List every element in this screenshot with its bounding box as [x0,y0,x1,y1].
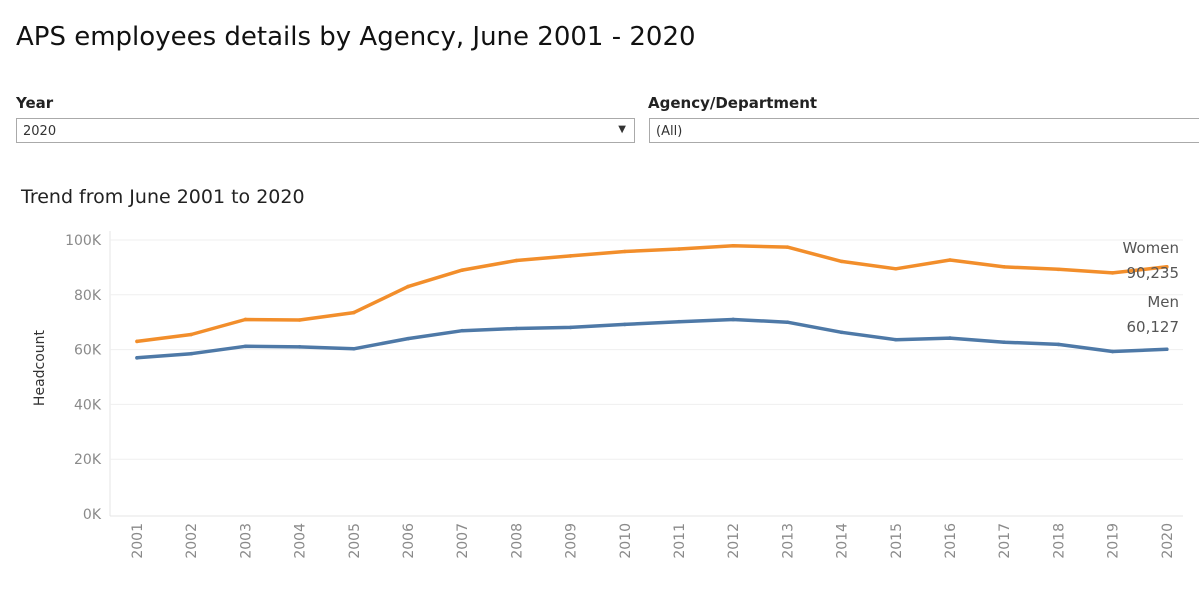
data-point-men [352,346,356,351]
x-tick-label: 2015 [889,523,905,559]
year-filter-label: Year [16,94,54,112]
data-point-women [1056,267,1061,272]
data-point-women [839,259,844,264]
agency-select[interactable]: (All) [649,118,1199,143]
data-point-men [1056,342,1061,347]
agency-select-value: (All) [656,124,683,139]
data-point-men [1110,349,1115,354]
x-tick-label: 2008 [509,523,525,559]
data-label-women: 90,235 [1127,264,1180,282]
data-point-men [568,325,573,330]
year-select-value: 2020 [23,124,57,139]
x-tick-label: 2002 [184,523,200,559]
data-point-women [623,249,627,254]
x-tick-label: 2001 [130,523,146,559]
year-select[interactable]: 2020 ▼ [16,118,635,143]
data-point-women [243,317,248,322]
data-point-men [731,317,735,322]
data-point-men [623,322,627,327]
data-point-women [894,266,898,271]
data-point-women [1110,271,1115,275]
agency-filter-label: Agency/Department [648,94,818,112]
y-tick-label: 40K [74,397,102,413]
x-tick-label: 2007 [455,523,471,559]
chart-title: Trend from June 2001 to 2020 [21,186,305,208]
x-tick-label: 2004 [293,523,309,559]
x-tick-label: 2013 [780,523,796,559]
data-label-men: 60,127 [1127,318,1180,336]
data-point-men [297,345,302,349]
chevron-down-icon[interactable]: ▼ [618,124,626,135]
y-tick-label: 20K [74,452,102,468]
x-tick-label: 2011 [672,523,688,559]
data-point-men [948,336,952,340]
x-tick-label: 2018 [1051,523,1067,559]
data-point-women [1165,264,1169,269]
data-point-men [894,337,898,342]
y-tick-label: 80K [74,288,102,304]
page-title: APS employees details by Agency, June 20… [16,22,696,52]
data-point-women [785,245,790,249]
series-label-men: Men [1147,293,1179,311]
data-point-women [352,310,356,315]
data-point-women [297,318,302,322]
x-tick-label: 2006 [401,523,417,559]
series-line-women [135,244,1169,344]
series-line-men [135,317,1169,360]
data-point-women [406,284,410,289]
x-tick-label: 2012 [726,523,742,559]
data-point-men [1002,340,1006,345]
data-point-men [189,351,193,356]
data-point-men [677,319,681,324]
x-tick-label: 2016 [943,523,959,559]
data-point-women [1002,265,1006,269]
x-tick-label: 2017 [997,523,1013,559]
data-point-women [568,254,573,258]
data-point-men [406,336,410,341]
data-point-men [514,326,519,331]
data-point-women [948,258,952,262]
data-point-men [135,356,139,360]
x-tick-label: 2019 [1106,523,1122,559]
data-point-men [243,344,248,349]
data-point-men [1165,347,1169,352]
data-point-women [677,247,681,251]
y-axis-label: Headcount [32,329,48,406]
x-tick-label: 2010 [618,523,634,559]
data-point-women [731,243,735,248]
x-tick-label: 2003 [238,523,254,559]
x-tick-label: 2014 [835,523,851,559]
x-tick-label: 2020 [1160,523,1176,559]
data-point-women [460,268,465,272]
x-tick-label: 2005 [347,523,363,559]
series-label-women: Women [1123,239,1179,257]
x-tick-label: 2009 [564,523,580,559]
data-point-women [514,258,519,263]
data-point-men [785,320,790,325]
data-point-men [460,328,465,333]
data-point-women [189,332,193,337]
y-tick-label: 60K [74,343,102,359]
y-tick-label: 0K [83,507,102,523]
data-point-men [839,330,844,335]
data-point-women [135,339,139,344]
y-tick-label: 100K [65,233,102,249]
